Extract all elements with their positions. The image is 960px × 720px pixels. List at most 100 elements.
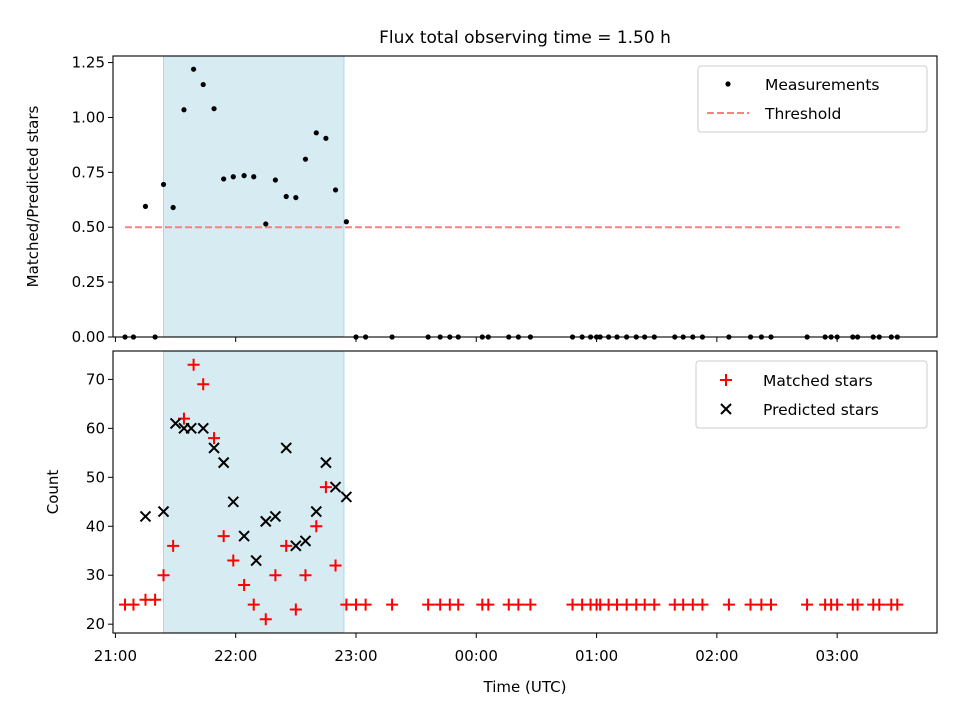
measurement-point	[142, 203, 149, 209]
measurement-point	[200, 81, 206, 88]
top-legend-box	[697, 65, 928, 133]
y-tick-label: 0.50	[72, 218, 105, 236]
predicted-star-point	[208, 442, 220, 454]
measurement-point	[230, 174, 236, 180]
predicted-star-point	[227, 496, 239, 508]
predicted-star-point	[310, 505, 323, 518]
matched-star-point	[289, 603, 302, 616]
matched-star-point	[851, 598, 864, 611]
threshold-legend-label: Threshold	[764, 105, 841, 123]
bottom-x-ticks: 21:00 22:00 23:00 00:00 01:00 02:00 03:00	[94, 633, 859, 665]
matched-star-point	[197, 378, 210, 391]
x-tick-label: 01:00	[575, 647, 618, 665]
measurement-point	[302, 156, 309, 162]
predicted-star-point	[157, 505, 170, 518]
x-tick-label: 03:00	[816, 647, 859, 665]
matched-star-point	[259, 613, 272, 626]
measurement-point	[170, 204, 176, 211]
predicted-star-point	[197, 422, 209, 435]
top-legend: Measurements Threshold	[697, 65, 928, 133]
matched-star-point	[696, 598, 709, 611]
observing-window-shade	[163, 350, 345, 634]
measurement-point	[323, 135, 329, 141]
y-tick-label: 70	[86, 370, 105, 388]
matched-star-point	[722, 598, 735, 611]
matched-star-point	[149, 593, 162, 606]
matched-star-point	[269, 569, 282, 582]
matched-star-point	[310, 520, 323, 533]
predicted-star-point	[340, 491, 353, 503]
x-tick-label: 00:00	[455, 647, 498, 665]
measurements-legend-label: Measurements	[765, 76, 880, 94]
y-tick-label: 1.00	[72, 108, 105, 126]
predicted-star-point	[280, 442, 292, 454]
y-tick-label: 50	[86, 468, 105, 486]
matched-star-point	[359, 598, 372, 611]
y-tick-label: 30	[86, 566, 105, 584]
matched-star-point	[299, 569, 312, 582]
measurement-point	[283, 193, 289, 200]
matched-star-point	[319, 481, 332, 494]
measurement-point	[343, 219, 349, 225]
predicted-legend-marker	[720, 403, 732, 415]
matched-star-point	[452, 598, 465, 611]
matched-stars-points	[119, 358, 904, 626]
predicted-star-point	[185, 422, 197, 435]
predicted-stars-points	[139, 417, 353, 567]
bottom-y-ticks: 20 30 40 50 60 70	[86, 370, 113, 633]
matched-star-point	[891, 598, 904, 611]
bottom-axes-frame	[112, 350, 938, 634]
bottom-panel: 20 30 40 50 60 70 21:00 22:00 23:00 00:00 01:00 02…	[44, 350, 938, 696]
matched-star-point	[208, 432, 221, 445]
top-y-axis-label: Matched/Predicted stars	[24, 106, 42, 288]
top-y-ticks: 0.00 0.25 0.50 0.75 1.00 1.25	[72, 54, 113, 346]
measurement-point	[241, 173, 247, 179]
predicted-star-point	[299, 535, 312, 547]
matched-star-point	[524, 598, 537, 611]
matched-star-point	[280, 539, 293, 552]
predicted-star-point	[169, 417, 182, 430]
predicted-star-point	[139, 510, 152, 523]
matched-legend-marker	[720, 374, 732, 386]
matched-star-point	[238, 579, 251, 592]
x-tick-label: 23:00	[334, 647, 377, 665]
matched-star-point	[831, 598, 844, 611]
matched-star-point	[873, 598, 886, 611]
measurement-point	[160, 181, 167, 188]
y-tick-label: 20	[86, 615, 105, 633]
matched-star-point	[157, 569, 170, 582]
predicted-star-point	[260, 515, 272, 528]
matched-legend-label: Matched stars	[763, 372, 873, 390]
matched-star-point	[167, 539, 180, 552]
matched-star-point	[247, 598, 260, 611]
measurement-point	[272, 177, 278, 183]
predicted-legend-label: Predicted stars	[763, 401, 879, 419]
x-tick-label: 21:00	[94, 647, 137, 665]
matched-star-point	[422, 598, 435, 611]
matched-star-point	[801, 598, 814, 611]
predicted-star-point	[250, 554, 262, 567]
chart-title: Flux total observing time = 1.50 h	[379, 28, 671, 48]
top-axes-frame	[112, 55, 938, 338]
y-tick-label: 0.00	[72, 328, 105, 346]
matched-star-point	[386, 598, 399, 611]
measurement-point	[332, 187, 339, 193]
y-tick-label: 60	[86, 419, 105, 437]
x-axis-label: Time (UTC)	[483, 678, 567, 696]
predicted-star-point	[290, 540, 302, 552]
bottom-legend-box	[695, 360, 928, 429]
x-tick-label: 22:00	[214, 647, 257, 665]
y-tick-label: 0.75	[72, 163, 105, 181]
measurement-point	[313, 130, 319, 136]
matched-star-point	[227, 554, 240, 567]
measurement-point	[181, 107, 187, 113]
y-tick-label: 0.25	[72, 273, 105, 291]
top-x-ticks	[114, 337, 838, 342]
measurement-point	[190, 66, 197, 72]
matched-star-point	[764, 598, 777, 611]
measurement-point	[221, 176, 227, 182]
bottom-y-axis-label: Count	[44, 470, 62, 515]
y-tick-label: 40	[86, 517, 105, 535]
matched-star-point	[512, 598, 525, 611]
